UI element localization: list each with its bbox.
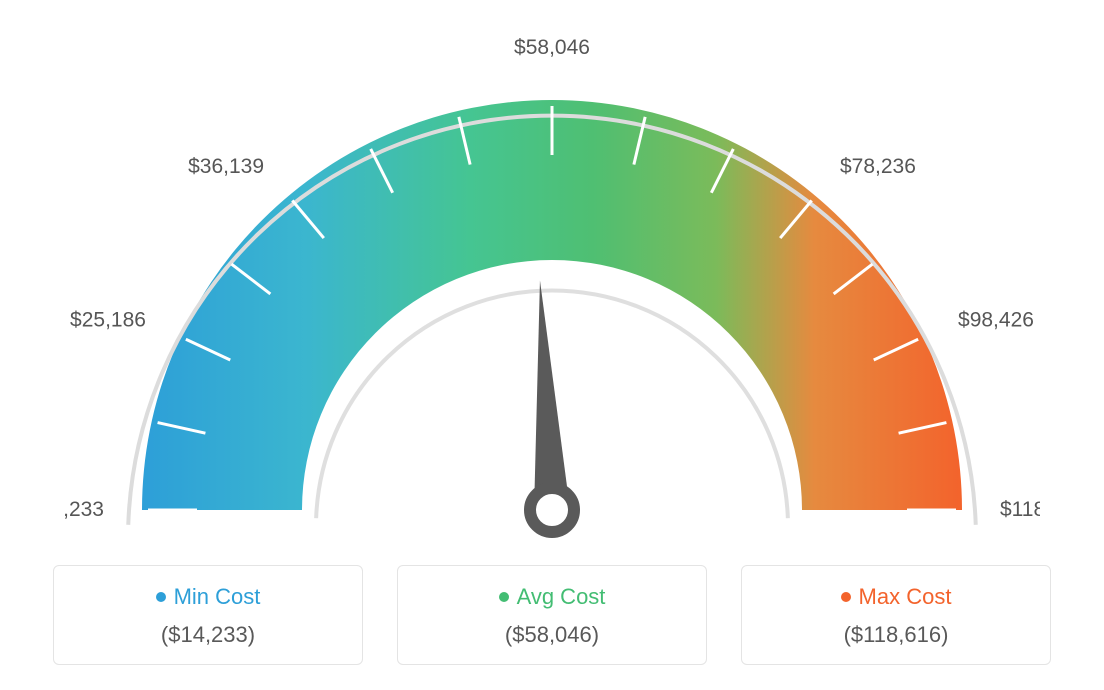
legend-card-min: Min Cost ($14,233) [53,565,363,665]
legend-card-max: Max Cost ($118,616) [741,565,1051,665]
cost-gauge-chart: $14,233 $25,186 $36,139 $58,046 $78,236 $98,4… [0,0,1104,560]
gauge-scale-label: $14,233 [64,498,104,521]
legend-label: Max Cost [859,584,952,610]
gauge-scale-label: $78,236 [840,155,916,178]
dot-icon [841,592,851,602]
legend-value: ($118,616) [752,622,1040,648]
gauge-scale-label: $58,046 [514,36,590,59]
legend-row: Min Cost ($14,233) Avg Cost ($58,046) Ma… [0,565,1104,665]
dot-icon [156,592,166,602]
legend-label: Min Cost [174,584,261,610]
gauge-scale-label: $98,426 [958,309,1034,332]
gauge-svg: $14,233 $25,186 $36,139 $58,046 $78,236 $98,4… [64,30,1040,570]
gauge-scale-label: $118,616 [1000,498,1040,521]
legend-title-max: Max Cost [752,584,1040,610]
dot-icon [499,592,509,602]
legend-value: ($14,233) [64,622,352,648]
gauge-scale-label: $25,186 [70,309,146,332]
legend-card-avg: Avg Cost ($58,046) [397,565,707,665]
legend-value: ($58,046) [408,622,696,648]
legend-title-avg: Avg Cost [408,584,696,610]
gauge-scale-label: $36,139 [188,155,264,178]
legend-label: Avg Cost [517,584,606,610]
legend-title-min: Min Cost [64,584,352,610]
